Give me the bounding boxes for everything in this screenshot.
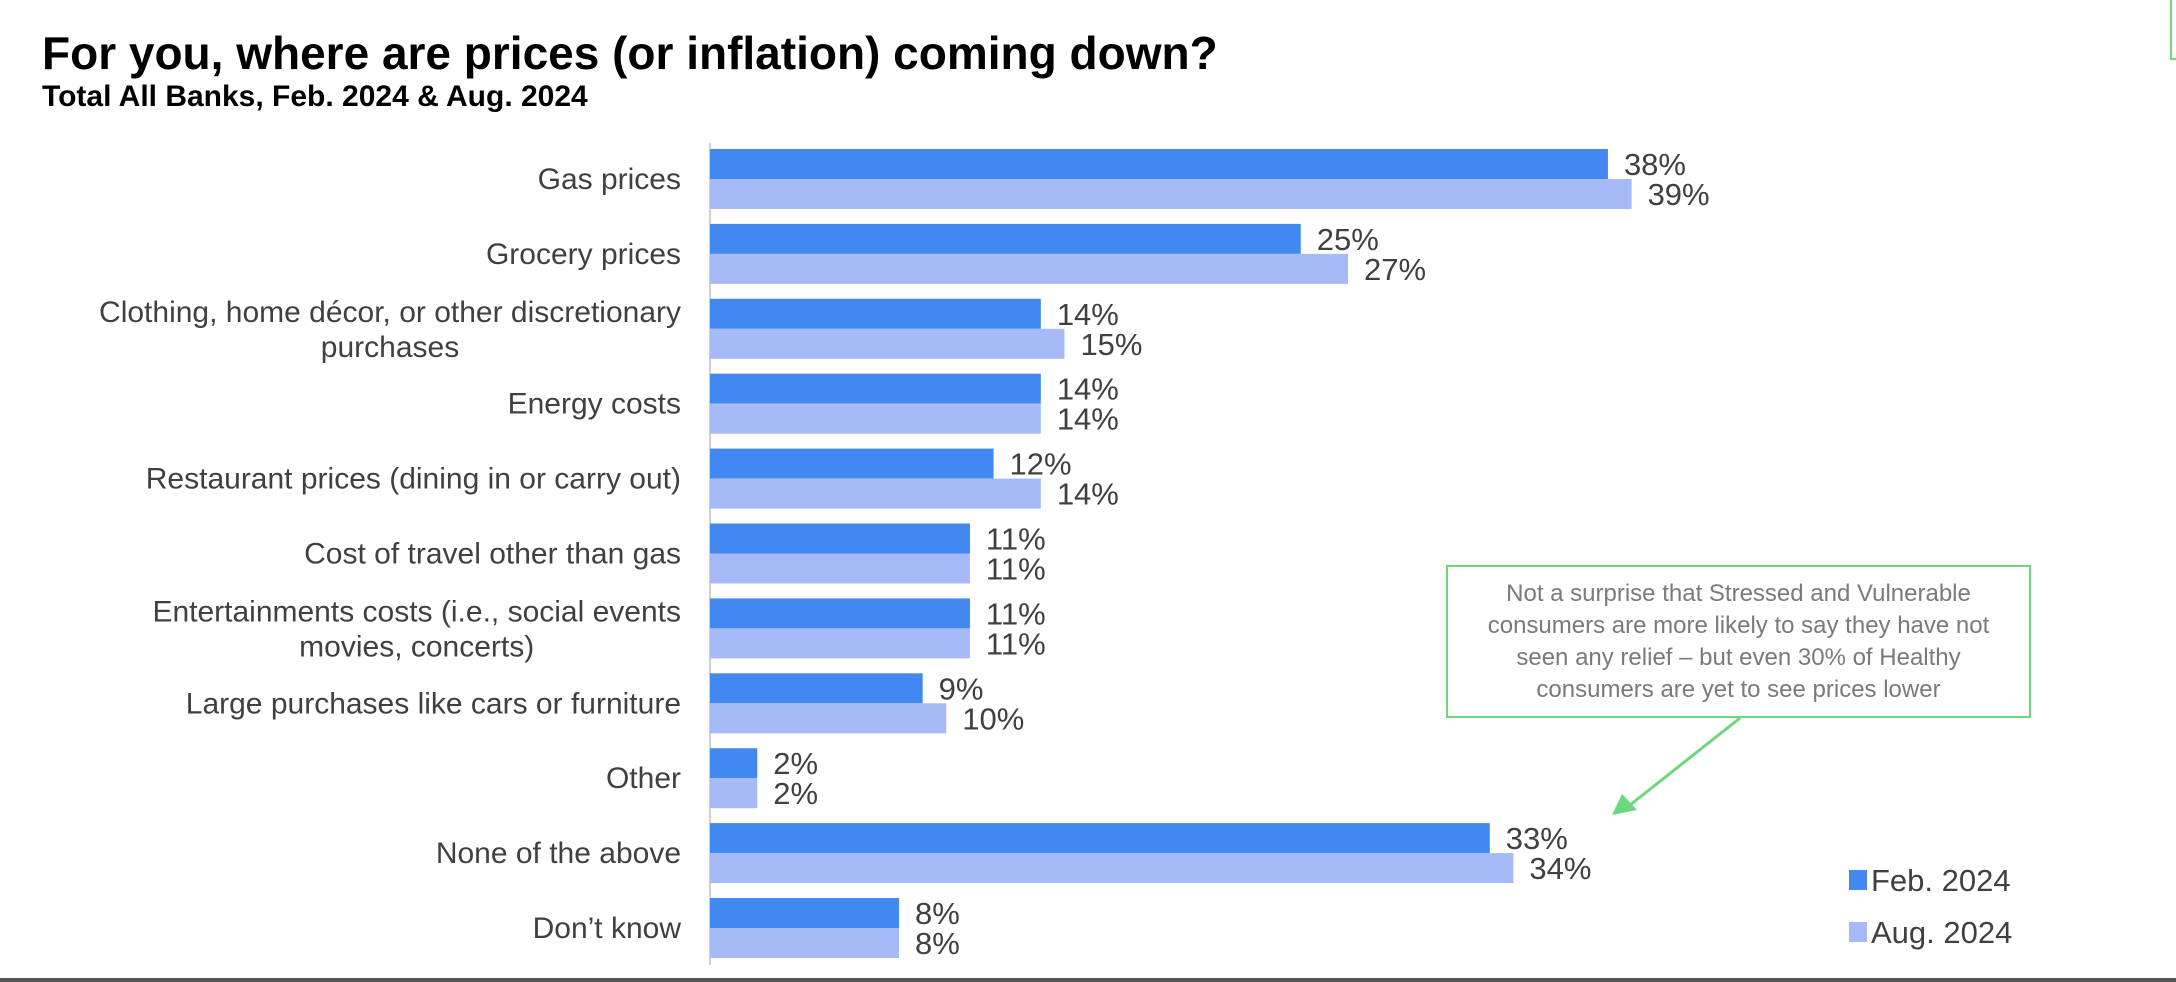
- category-label: Grocery prices: [486, 238, 681, 271]
- category-label: Clothing, home décor, or other discretio…: [99, 296, 681, 364]
- category-label: Restaurant prices (dining in or carry ou…: [146, 463, 681, 496]
- legend-label: Feb. 2024: [1871, 863, 2011, 898]
- bar-feb-2024: [710, 598, 970, 629]
- data-label: 12%: [1010, 447, 1072, 482]
- bar-feb-2024: [710, 898, 900, 928]
- data-label: 27%: [1364, 252, 1426, 287]
- data-label: 2%: [773, 776, 818, 811]
- category-label: Entertainments costs (i.e., social event…: [152, 595, 681, 663]
- bar-aug-2024: [710, 478, 1041, 509]
- bar-feb-2024: [710, 673, 923, 704]
- data-label: 14%: [1057, 402, 1119, 437]
- data-label: 38%: [1624, 147, 1686, 182]
- bar-feb-2024: [710, 298, 1041, 329]
- bar-aug-2024: [710, 853, 1514, 884]
- callout-arrow-line: [1629, 716, 1741, 807]
- data-label: 11%: [986, 552, 1046, 587]
- data-label: 9%: [939, 671, 984, 706]
- bar-feb-2024: [710, 823, 1490, 854]
- category-label: Gas prices: [538, 163, 681, 196]
- bar-aug-2024: [710, 253, 1349, 284]
- data-label: 2%: [773, 746, 818, 781]
- data-label: 25%: [1317, 222, 1379, 257]
- bar-aug-2024: [710, 778, 758, 809]
- chart-title: For you, where are prices (or inflation)…: [42, 27, 1218, 79]
- data-label: 11%: [986, 626, 1046, 661]
- bottom-rule: [0, 978, 2176, 982]
- data-label: 11%: [986, 522, 1046, 557]
- data-label: 8%: [915, 926, 960, 961]
- legend-swatch: [1849, 870, 1867, 890]
- bar-aug-2024: [710, 328, 1065, 359]
- category-label: Energy costs: [508, 388, 681, 421]
- data-label: 34%: [1529, 851, 1591, 886]
- bar-aug-2024: [710, 553, 970, 584]
- data-label: 15%: [1080, 327, 1142, 362]
- data-label: 14%: [1057, 372, 1119, 407]
- legend-label: Aug. 2024: [1871, 915, 2012, 950]
- bar-aug-2024: [710, 179, 1632, 209]
- callout-box: Not a surprise that Stressed and Vulnera…: [1446, 565, 2031, 718]
- bar-aug-2024: [710, 403, 1041, 434]
- data-label: 10%: [962, 701, 1024, 736]
- category-label: Other: [606, 762, 681, 795]
- bar-feb-2024: [710, 223, 1301, 254]
- callout-text: Not a surprise that Stressed and Vulnera…: [1487, 579, 1990, 703]
- callout-arrow-head: [1612, 794, 1637, 815]
- bar-feb-2024: [710, 373, 1041, 404]
- chart-subtitle: Total All Banks, Feb. 2024 & Aug. 2024: [42, 80, 588, 113]
- bar-aug-2024: [710, 928, 900, 958]
- bar-feb-2024: [710, 523, 970, 554]
- data-label: 8%: [915, 896, 960, 931]
- edge-border-fragment: [2170, 0, 2176, 60]
- bar-feb-2024: [710, 149, 1608, 179]
- bar-feb-2024: [710, 448, 994, 479]
- data-label: 14%: [1057, 297, 1119, 332]
- category-label: Don’t know: [533, 912, 682, 945]
- category-label: Large purchases like cars or furniture: [186, 687, 681, 720]
- bar-aug-2024: [710, 703, 947, 734]
- bar-feb-2024: [710, 748, 758, 779]
- data-label: 39%: [1648, 177, 1710, 212]
- data-label: 11%: [986, 596, 1046, 631]
- category-label: Cost of travel other than gas: [304, 538, 681, 571]
- category-label: None of the above: [436, 837, 681, 870]
- legend-swatch: [1849, 922, 1867, 942]
- data-label: 33%: [1506, 821, 1568, 856]
- data-label: 14%: [1057, 477, 1119, 512]
- bar-aug-2024: [710, 628, 970, 659]
